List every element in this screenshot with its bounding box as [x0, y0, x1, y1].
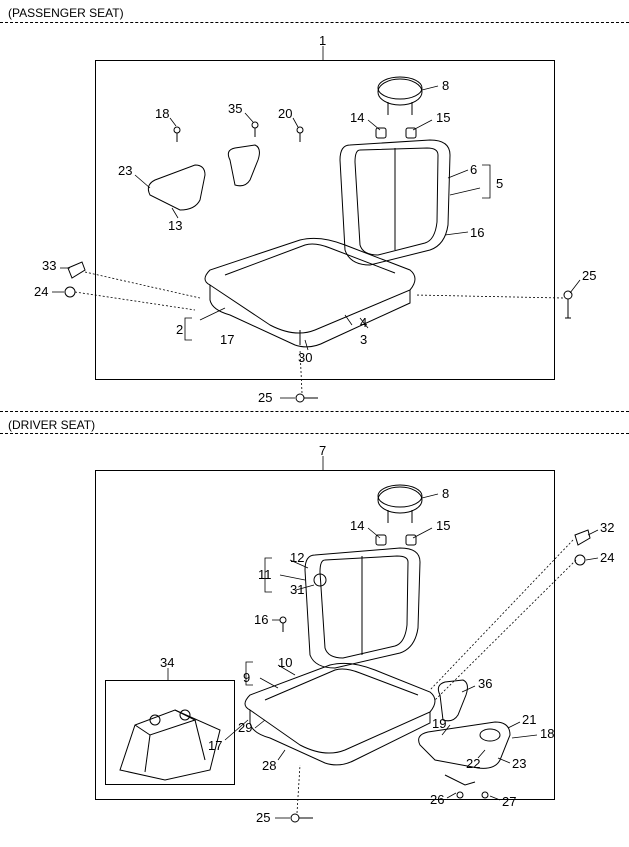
d-25: 25 — [256, 810, 270, 825]
p-17: 17 — [220, 332, 234, 347]
d-10: 10 — [278, 655, 292, 670]
d-26: 26 — [430, 792, 444, 807]
d-32: 32 — [600, 520, 614, 535]
d-29: 29 — [238, 720, 252, 735]
p-3: 3 — [360, 332, 367, 347]
p-15: 15 — [436, 110, 450, 125]
p-20: 20 — [278, 106, 292, 121]
d-23: 23 — [512, 756, 526, 771]
d-21: 21 — [522, 712, 536, 727]
p-2: 2 — [176, 322, 183, 337]
p-24: 24 — [34, 284, 48, 299]
d-16: 16 — [254, 612, 268, 627]
d-22: 22 — [466, 756, 480, 771]
p-16: 16 — [470, 225, 484, 240]
track-inset-box — [105, 680, 235, 785]
d-27: 27 — [502, 794, 516, 809]
d-18: 18 — [540, 726, 554, 741]
d-12: 12 — [290, 550, 304, 565]
p-35: 35 — [228, 101, 242, 116]
p-13: 13 — [168, 218, 182, 233]
d-7: 7 — [319, 443, 326, 458]
p-33: 33 — [42, 258, 56, 273]
d-15: 15 — [436, 518, 450, 533]
p-1: 1 — [319, 33, 326, 48]
d-8: 8 — [442, 486, 449, 501]
p-18: 18 — [155, 106, 169, 121]
p-4: 4 — [360, 315, 367, 330]
d-11: 11 — [258, 567, 272, 582]
p-25b: 25 — [258, 390, 272, 405]
p-30: 30 — [298, 350, 312, 365]
p-23: 23 — [118, 163, 132, 178]
p-5: 5 — [496, 176, 503, 191]
d-24: 24 — [600, 550, 614, 565]
p-6: 6 — [470, 162, 477, 177]
p-25r: 25 — [582, 268, 596, 283]
d-28: 28 — [262, 758, 276, 773]
d-34: 34 — [160, 655, 174, 670]
d-17: 17 — [208, 738, 222, 753]
d-19: 19 — [432, 716, 446, 731]
d-9: 9 — [243, 670, 250, 685]
d-31: 31 — [290, 582, 304, 597]
driver-label: (DRIVER SEAT) — [8, 418, 95, 432]
p-8: 8 — [442, 78, 449, 93]
passenger-label: (PASSENGER SEAT) — [8, 6, 124, 20]
d-14: 14 — [350, 518, 364, 533]
d-36: 36 — [478, 676, 492, 691]
p-14: 14 — [350, 110, 364, 125]
